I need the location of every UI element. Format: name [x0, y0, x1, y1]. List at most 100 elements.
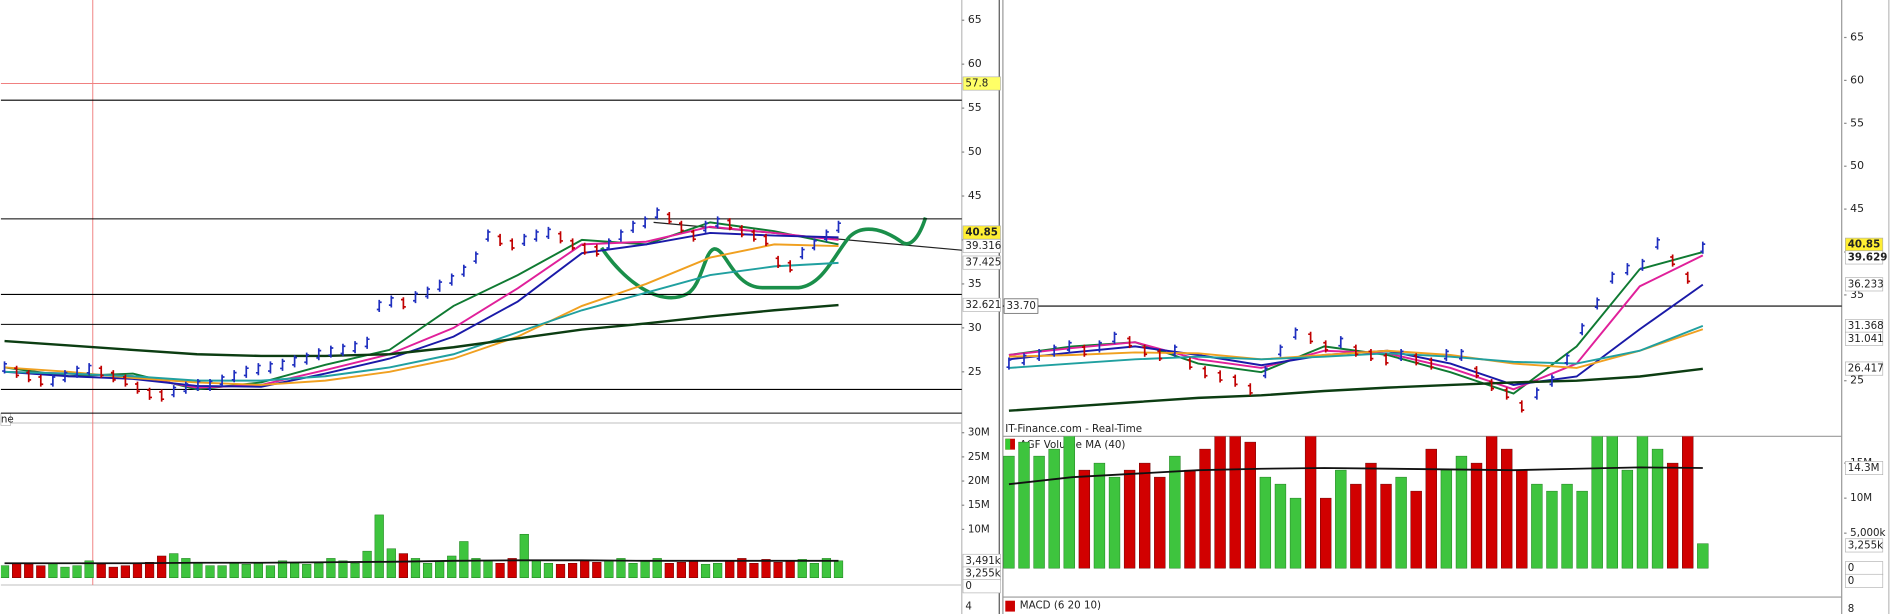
price-bar	[763, 233, 769, 247]
volume-bar	[761, 559, 771, 578]
volume-bar	[144, 562, 155, 578]
price-bar	[328, 345, 334, 358]
moving-average	[4, 243, 839, 386]
volume-bar	[1410, 490, 1422, 569]
price-bar	[159, 389, 165, 402]
price-bar	[1127, 336, 1133, 349]
price-tag-label: 0	[1848, 575, 1855, 587]
volume-bar	[290, 562, 300, 578]
y-tick-label: 25M	[968, 451, 990, 463]
volume-bar	[447, 555, 457, 578]
price-bar	[461, 264, 467, 277]
price-tag-label: 39.629	[1848, 251, 1888, 263]
volume-bar	[374, 514, 384, 578]
volume-bar	[1531, 483, 1543, 569]
y-tick-label: 35	[968, 277, 982, 290]
price-bar	[207, 378, 213, 392]
price-bar	[1247, 383, 1253, 396]
volume-bar	[459, 541, 469, 578]
price-bar	[1021, 353, 1027, 366]
volume-bar	[1033, 455, 1045, 569]
y-tick-label: 65	[968, 13, 982, 26]
volume-bar	[1244, 441, 1256, 569]
macd-icon	[1005, 600, 1015, 612]
volume-bar	[555, 563, 566, 578]
volume-bar	[1682, 436, 1694, 569]
price-bar	[509, 238, 515, 251]
volume-bar	[338, 560, 348, 578]
price-bar	[618, 229, 624, 242]
price-bar	[1338, 336, 1344, 349]
price-bar	[280, 358, 285, 371]
price-bar	[1353, 344, 1359, 357]
price-bar	[1670, 254, 1676, 267]
volume-bar	[664, 562, 674, 578]
price-tag	[962, 297, 1001, 312]
volume-bar	[157, 555, 167, 578]
volume-bar	[737, 558, 747, 578]
price-bar	[1202, 366, 1208, 379]
price-bar	[1187, 357, 1193, 370]
volume-bar	[386, 548, 396, 578]
price-tag	[1845, 361, 1884, 376]
y-tick-label: 65	[1850, 30, 1864, 43]
price-bar	[1398, 348, 1404, 362]
price-bar	[243, 365, 249, 378]
volume-panel	[1003, 436, 1709, 569]
price-bar	[292, 355, 298, 368]
price-tag-label: 3,255k	[965, 568, 1000, 580]
volume-bar	[713, 562, 723, 578]
volume-bar	[48, 562, 58, 578]
price-bar	[799, 247, 805, 260]
volume-bar	[495, 562, 505, 578]
price-bar	[1685, 271, 1691, 284]
price-bar	[1443, 348, 1449, 362]
y-tick-label: 25	[1850, 374, 1864, 387]
price-bar	[666, 211, 672, 225]
volume-bar	[1335, 469, 1347, 569]
price-bar	[183, 381, 189, 394]
y-tick-label: 15M	[968, 499, 990, 511]
price-bar	[1624, 263, 1630, 276]
price-bar	[1036, 348, 1042, 362]
moving-average	[1008, 367, 1703, 412]
volume-panel	[0, 514, 844, 578]
volume-bar	[616, 558, 626, 578]
volume-bar	[1274, 483, 1287, 569]
cut-label: ne	[1, 413, 14, 425]
macd-title: MACD (6 20 10)	[1020, 600, 1101, 612]
price-tag-label: 3,255k	[1848, 539, 1883, 551]
volume-bar	[84, 560, 94, 578]
volume-bar	[1516, 469, 1528, 569]
price-tag-label: 31.368	[1848, 320, 1884, 332]
price-bar	[703, 220, 708, 233]
volume-bar	[1501, 448, 1513, 569]
volume-bar	[676, 562, 686, 578]
price-bar	[147, 387, 152, 400]
volume-bar	[652, 558, 662, 578]
volume-bar	[785, 560, 795, 578]
price-tag-label: 37.425	[965, 257, 1001, 269]
price-bar	[304, 352, 310, 365]
price-tag-label: 3,491k	[965, 555, 1000, 567]
volume-bar	[132, 562, 143, 578]
volume-bar	[604, 560, 614, 578]
volume-bar	[568, 562, 578, 578]
volume-bar	[1425, 448, 1437, 569]
volume-bar	[1636, 436, 1649, 569]
y-tick-label: 20M	[968, 475, 990, 487]
volume-ma	[1008, 466, 1703, 486]
volume-bar	[1591, 436, 1603, 569]
volume-bar	[1470, 462, 1483, 569]
volume-bar	[1229, 436, 1241, 569]
price-tag-label: 14.3M	[1848, 462, 1880, 474]
price-bar	[1428, 357, 1434, 370]
price-bar	[376, 299, 382, 312]
price-bar	[751, 229, 757, 242]
price-bar	[425, 286, 430, 299]
volume-bar	[1304, 436, 1317, 569]
price-bar	[219, 374, 225, 387]
price-bar	[727, 218, 733, 231]
price-bar	[582, 242, 588, 255]
volume-bar	[1380, 483, 1392, 569]
